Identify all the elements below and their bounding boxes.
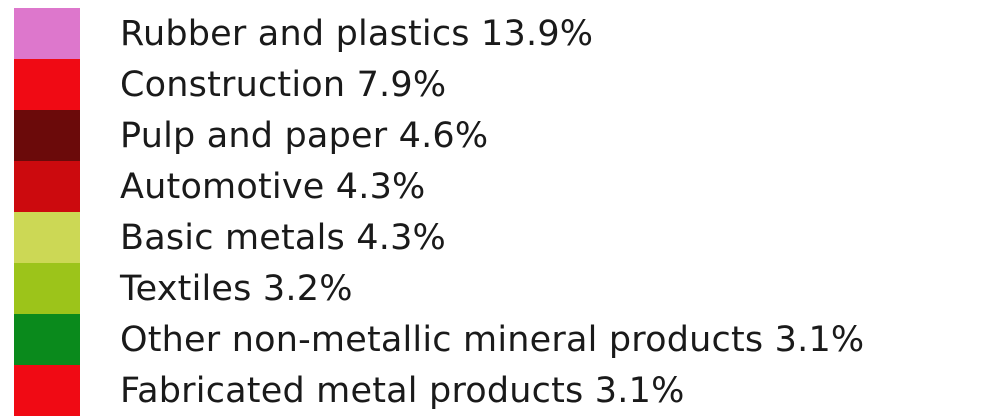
legend-label: Textiles 3.2% [120, 268, 353, 309]
legend-swatch [14, 212, 80, 263]
legend-item: Basic metals 4.3% [14, 212, 979, 263]
legend-item: Rubber and plastics 13.9% [14, 8, 979, 59]
legend-swatch [14, 110, 80, 161]
legend-swatch [14, 161, 80, 212]
legend-swatch [14, 314, 80, 365]
legend-swatch [14, 59, 80, 110]
legend-item: Construction 7.9% [14, 59, 979, 110]
legend-label: Pulp and paper 4.6% [120, 115, 489, 156]
legend-label: Construction 7.9% [120, 64, 447, 105]
legend-item: Pulp and paper 4.6% [14, 110, 979, 161]
legend-swatch [14, 365, 80, 416]
legend-swatch [14, 8, 80, 59]
legend-swatch [14, 263, 80, 314]
legend-label: Automotive 4.3% [120, 166, 426, 207]
chart-legend: Rubber and plastics 13.9% Construction 7.… [14, 8, 979, 416]
legend-item: Fabricated metal products 3.1% [14, 365, 979, 416]
legend-label: Basic metals 4.3% [120, 217, 446, 258]
legend-label: Rubber and plastics 13.9% [120, 13, 594, 54]
legend-label: Other non-metallic mineral products 3.1% [120, 319, 865, 360]
legend-item: Textiles 3.2% [14, 263, 979, 314]
legend-item: Automotive 4.3% [14, 161, 979, 212]
legend-label: Fabricated metal products 3.1% [120, 370, 685, 411]
legend-item: Other non-metallic mineral products 3.1% [14, 314, 979, 365]
